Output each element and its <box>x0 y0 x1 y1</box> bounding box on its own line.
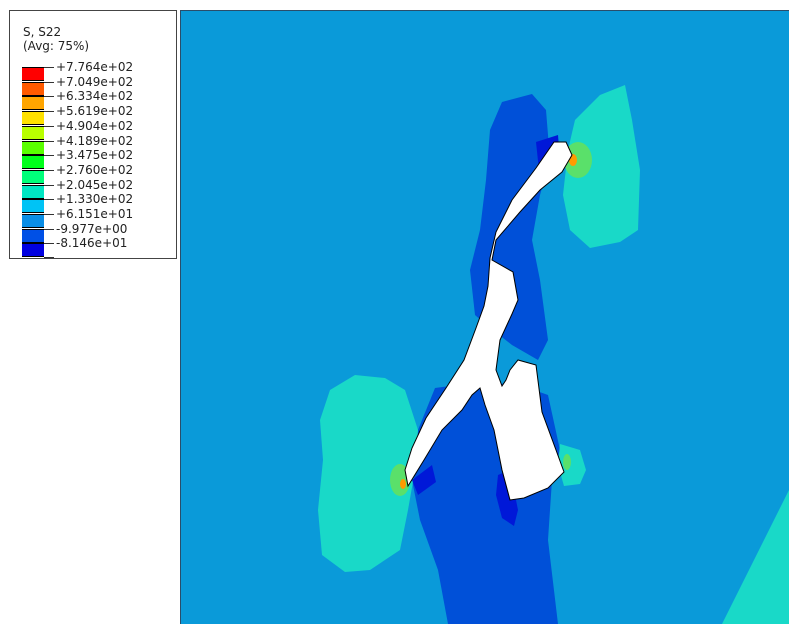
crack-void <box>404 141 573 501</box>
legend-tick <box>44 67 54 68</box>
legend-swatch <box>22 67 44 81</box>
stress-peak-left <box>400 479 406 489</box>
legend-swatch <box>22 169 44 184</box>
legend-swatch <box>22 243 44 258</box>
legend-swatch <box>22 184 44 199</box>
legend-value-label: +7.764e+02 <box>56 60 134 74</box>
viewport-border-left <box>180 10 181 624</box>
legend-tick <box>44 111 54 113</box>
lowest-stress-spot-left <box>412 465 436 495</box>
legend-swatch <box>22 214 44 228</box>
legend-value-label: +2.760e+02 <box>56 162 134 177</box>
stress-hotspot-top <box>564 142 592 178</box>
legend-value-label: +6.151e+01 <box>56 207 134 221</box>
legend-value-label: +1.330e+02 <box>56 192 134 207</box>
legend-swatch <box>22 199 44 214</box>
legend-swatch <box>22 96 44 111</box>
legend-tick <box>44 125 54 127</box>
legend-tick <box>44 155 54 157</box>
legend-tick <box>44 96 54 98</box>
legend-value-label: +2.045e+02 <box>56 177 134 192</box>
legend-value-label: +6.334e+02 <box>56 89 134 104</box>
legend-swatch <box>22 140 44 155</box>
legend-swatch <box>22 155 44 170</box>
legend-value-label: -9.977e+00 <box>56 221 128 236</box>
high-stress-region-small <box>558 444 586 486</box>
legend-tick <box>44 243 54 245</box>
legend-tick <box>44 140 54 142</box>
contour-plot <box>318 85 789 624</box>
legend-variable-label: S, S22 <box>23 25 62 39</box>
legend-tick <box>44 199 54 201</box>
contour-legend: S, S22 (Avg: 75%) +7.764e+02 +7.049e+02 +6… <box>9 10 177 259</box>
legend-swatch <box>22 228 44 243</box>
legend-tick <box>44 228 54 230</box>
legend-value-label: +3.475e+02 <box>56 148 134 163</box>
legend-value-label: +5.619e+02 <box>56 104 134 119</box>
legend-value-label: +4.904e+02 <box>56 118 134 133</box>
stress-hotspot-small <box>563 454 571 470</box>
legend-tick <box>44 257 54 259</box>
legend-value-label: +4.189e+02 <box>56 133 134 148</box>
viewport-border-top <box>180 10 789 11</box>
legend-swatch <box>22 111 44 126</box>
legend-tick <box>44 214 54 215</box>
legend-swatch <box>22 81 44 96</box>
legend-value-label: -8.146e+01 <box>56 236 128 251</box>
legend-value-label: +7.049e+02 <box>56 74 134 89</box>
contour-plot-viewport[interactable] <box>180 10 789 624</box>
high-stress-region-left <box>318 375 418 572</box>
legend-tick <box>44 169 54 171</box>
legend-tick <box>44 81 54 83</box>
legend-tick <box>44 184 54 186</box>
legend-swatch <box>22 125 44 140</box>
legend-averaging-label: (Avg: 75%) <box>23 39 90 53</box>
high-stress-region-right <box>563 85 640 248</box>
high-stress-region-corner <box>722 490 789 624</box>
